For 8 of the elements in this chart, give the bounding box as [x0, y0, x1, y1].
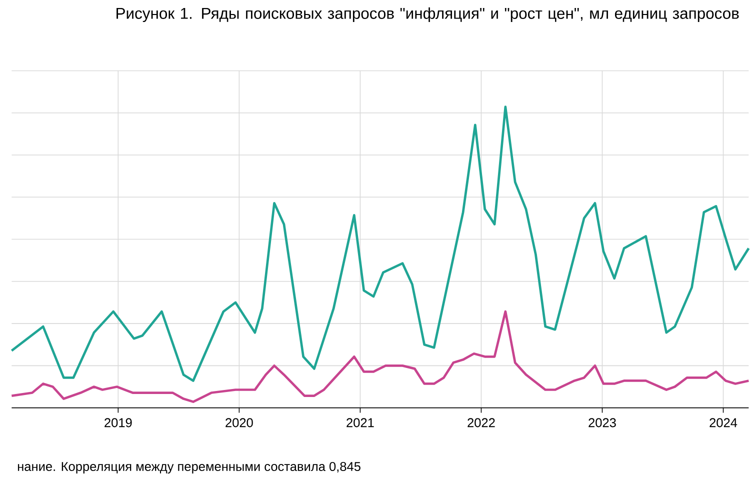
- x-tick-label: 2022: [468, 418, 495, 428]
- x-tick-label: 2023: [588, 418, 616, 428]
- text: нание. Корреляция между переменными составила 0,845: [18, 462, 360, 474]
- x-tick-label: 2021: [346, 418, 374, 428]
- chart-title: Рисунок 1. Ряды поисковых запросов "инфляция" и "рост цен", мл единиц запросов: [116, 7, 739, 22]
- x-tick-label: 2020: [226, 418, 253, 428]
- x-tick-label: 2019: [104, 418, 132, 428]
- x-tick-label: 2024: [710, 418, 738, 428]
